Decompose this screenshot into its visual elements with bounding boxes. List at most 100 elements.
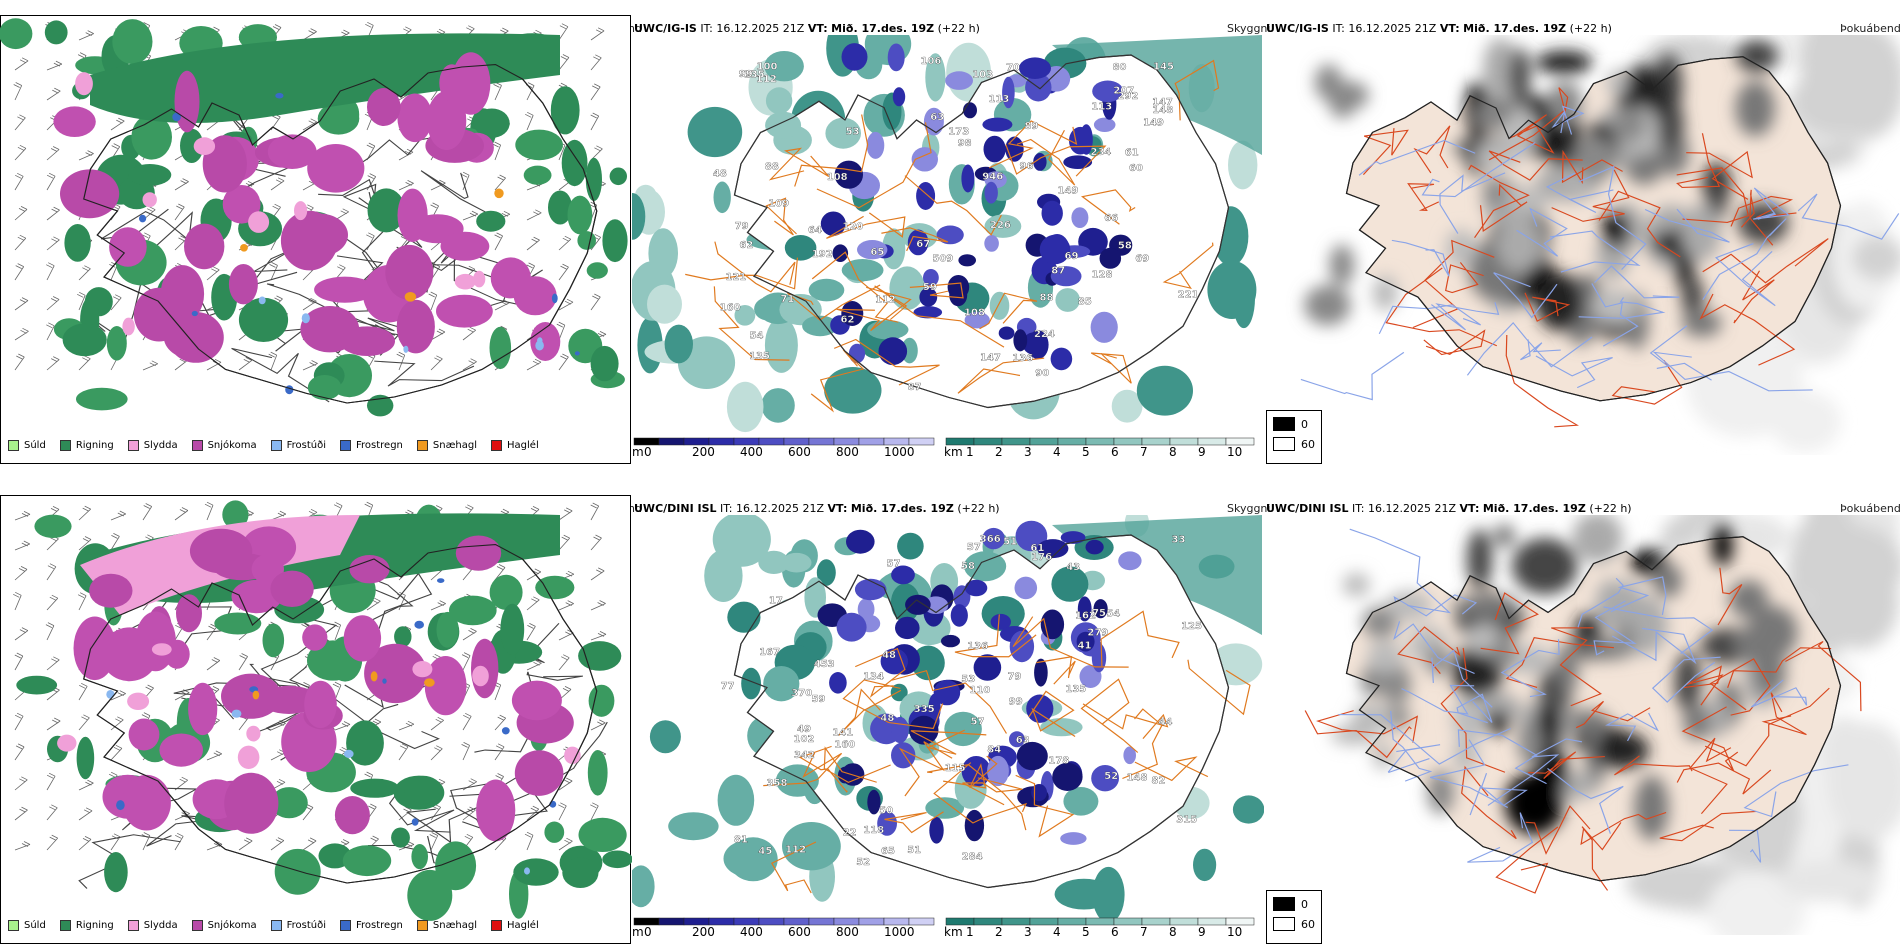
ceiling-label: 167 bbox=[759, 647, 780, 658]
ceiling-label: 946 bbox=[982, 172, 1003, 183]
fog-panel: UWC/IG-IS IT: 16.12.2025 21Z VT: Mið. 17… bbox=[1264, 0, 1900, 470]
ceiling-tick: 200 bbox=[692, 925, 715, 939]
legend-label: Snæhagl bbox=[432, 440, 478, 451]
lead-time: (+22 h) bbox=[1569, 22, 1612, 35]
ceiling-tick: 1000 bbox=[884, 445, 915, 459]
ceiling-label: 48 bbox=[882, 650, 896, 661]
ceiling-label: 57 bbox=[967, 542, 981, 553]
ceiling-label: 292 bbox=[1118, 91, 1139, 102]
init-time-label: IT: bbox=[1352, 502, 1365, 515]
ceiling-label: 17 bbox=[769, 595, 783, 606]
ceiling-label: 43 bbox=[1066, 562, 1080, 573]
lead-time: (+22 h) bbox=[937, 22, 980, 35]
fog-legend-item: 0 bbox=[1273, 897, 1315, 911]
colorbar-segment bbox=[883, 437, 910, 446]
ceiling-label: 63 bbox=[930, 112, 944, 123]
legend-swatch bbox=[491, 440, 503, 451]
visibility-tick: 9 bbox=[1198, 925, 1206, 939]
colorbar-segment bbox=[733, 917, 760, 926]
ceiling-label: 128 bbox=[1092, 269, 1113, 280]
ceiling-colorbar bbox=[633, 437, 935, 446]
ceiling-label: 64 bbox=[808, 225, 822, 236]
ceiling-label: 84 bbox=[987, 744, 1001, 755]
legend-item-3: Snjókoma bbox=[191, 440, 257, 451]
visibility-unit: km bbox=[944, 925, 963, 939]
ceiling-label: 109 bbox=[768, 198, 789, 209]
ceiling-label: 118 bbox=[863, 825, 884, 836]
valid-time: Mið. 17.des. 19Z bbox=[1482, 502, 1586, 515]
fog-header: UWC/DINI ISL IT: 16.12.2025 21Z VT: Mið.… bbox=[1266, 502, 1632, 515]
colorbar-segment bbox=[1169, 437, 1199, 446]
precip-type-legend: Súld Rigning Slydda Snjókoma Frostúði Frostre… bbox=[8, 440, 553, 451]
legend-item-4: Frostúði bbox=[270, 920, 326, 931]
precip-type-panel: UWC/DINI ISL IT: 16.12.2025 21Z VT: Mið.… bbox=[0, 480, 642, 945]
visibility-tick: 4 bbox=[1053, 445, 1061, 459]
ceiling-labels: 1628158535750524844775463515241484561491… bbox=[721, 534, 1203, 868]
ceiling-label: 48 bbox=[880, 713, 894, 724]
colorbar-segment bbox=[945, 917, 975, 926]
legend-swatch bbox=[416, 440, 428, 451]
legend-swatch bbox=[270, 440, 282, 451]
colorbar-segment bbox=[908, 917, 935, 926]
ceiling-label: 103 bbox=[972, 70, 993, 81]
forecast-row-1: UWC/IG-IS IT: 16.12.2025 21Z VT: Mið. 17… bbox=[0, 0, 1900, 470]
ceiling-tick: 400 bbox=[740, 445, 763, 459]
ceiling-label: 173 bbox=[948, 126, 969, 137]
ceiling-label: 135 bbox=[1065, 684, 1086, 695]
visibility-colorbar bbox=[945, 917, 1255, 926]
ceiling-label: 207 bbox=[1113, 85, 1134, 96]
ceiling-label: 284 bbox=[962, 852, 983, 863]
legend-swatch bbox=[59, 440, 71, 451]
legend-item-6: Snæhagl bbox=[416, 440, 478, 451]
legend-label: Slydda bbox=[143, 920, 178, 931]
ceiling-label: 80 bbox=[1113, 62, 1127, 73]
fog-title: Þokuábendi bbox=[1840, 502, 1900, 515]
fog-legend: 0 60 bbox=[1266, 410, 1322, 464]
ceiling-label: 54 bbox=[1106, 609, 1120, 620]
legend-item-1: Rigning bbox=[59, 440, 114, 451]
ceiling-label: 57 bbox=[887, 558, 901, 569]
ceiling-label: 113 bbox=[989, 94, 1010, 105]
ceiling-label: 44 bbox=[1159, 717, 1173, 728]
fog-title: Þokuábendi bbox=[1840, 22, 1900, 35]
colorbar-segment bbox=[683, 917, 710, 926]
legend-item-4: Frostúði bbox=[270, 440, 326, 451]
colorbar-segment bbox=[973, 917, 1003, 926]
legend-label: Haglél bbox=[507, 440, 539, 451]
init-time-label: IT: bbox=[700, 22, 713, 35]
fog-header: UWC/IG-IS IT: 16.12.2025 21Z VT: Mið. 17… bbox=[1266, 22, 1612, 35]
precip-type-legend: Súld Rigning Slydda Snjókoma Frostúði Frostre… bbox=[8, 920, 553, 931]
ceiling-label: 98 bbox=[958, 138, 972, 149]
ceiling-label: 99 bbox=[739, 69, 753, 80]
ceiling-label: 48 bbox=[713, 168, 727, 179]
precip-type-panel: UWC/IG-IS IT: 16.12.2025 21Z VT: Mið. 17… bbox=[0, 0, 642, 465]
forecast-row-2: UWC/DINI ISL IT: 16.12.2025 21Z VT: Mið.… bbox=[0, 480, 1900, 950]
legend-label: Rigning bbox=[75, 440, 114, 451]
visibility-tick: 10 bbox=[1227, 925, 1243, 939]
colorbar-segment bbox=[758, 917, 785, 926]
model-name: UWC/DINI ISL bbox=[634, 502, 717, 515]
ceiling-label: 279 bbox=[1087, 628, 1108, 639]
legend-item-2: Slydda bbox=[127, 440, 178, 451]
visibility-tick: 2 bbox=[995, 925, 1003, 939]
init-time-label: IT: bbox=[1332, 22, 1345, 35]
legend-label: Súld bbox=[24, 440, 46, 451]
legend-swatch bbox=[270, 920, 282, 931]
legend-swatch bbox=[340, 440, 351, 451]
ceiling-label: 87 bbox=[908, 382, 922, 393]
ceiling-label: 234 bbox=[1091, 147, 1112, 158]
legend-swatch bbox=[8, 920, 19, 931]
lead-time: (+22 h) bbox=[957, 502, 1000, 515]
init-time: 16.12.2025 21Z bbox=[1348, 22, 1437, 35]
ceiling-label: 59 bbox=[923, 282, 937, 293]
colorbar-segment bbox=[1113, 437, 1143, 446]
colorbar-segment bbox=[1197, 917, 1227, 926]
colorbar-segment bbox=[858, 917, 885, 926]
ceiling-colorbar-labels: m 0 200 400 600 800 1000 bbox=[632, 445, 942, 461]
legend-swatch bbox=[191, 920, 203, 931]
ceiling-label: 148 bbox=[1152, 105, 1173, 116]
ceiling-label: 125 bbox=[1181, 621, 1202, 632]
fog-legend-label: 60 bbox=[1301, 437, 1315, 451]
ceiling-label: 315 bbox=[1176, 815, 1197, 826]
model-name: UWC/IG-IS bbox=[1266, 22, 1329, 35]
